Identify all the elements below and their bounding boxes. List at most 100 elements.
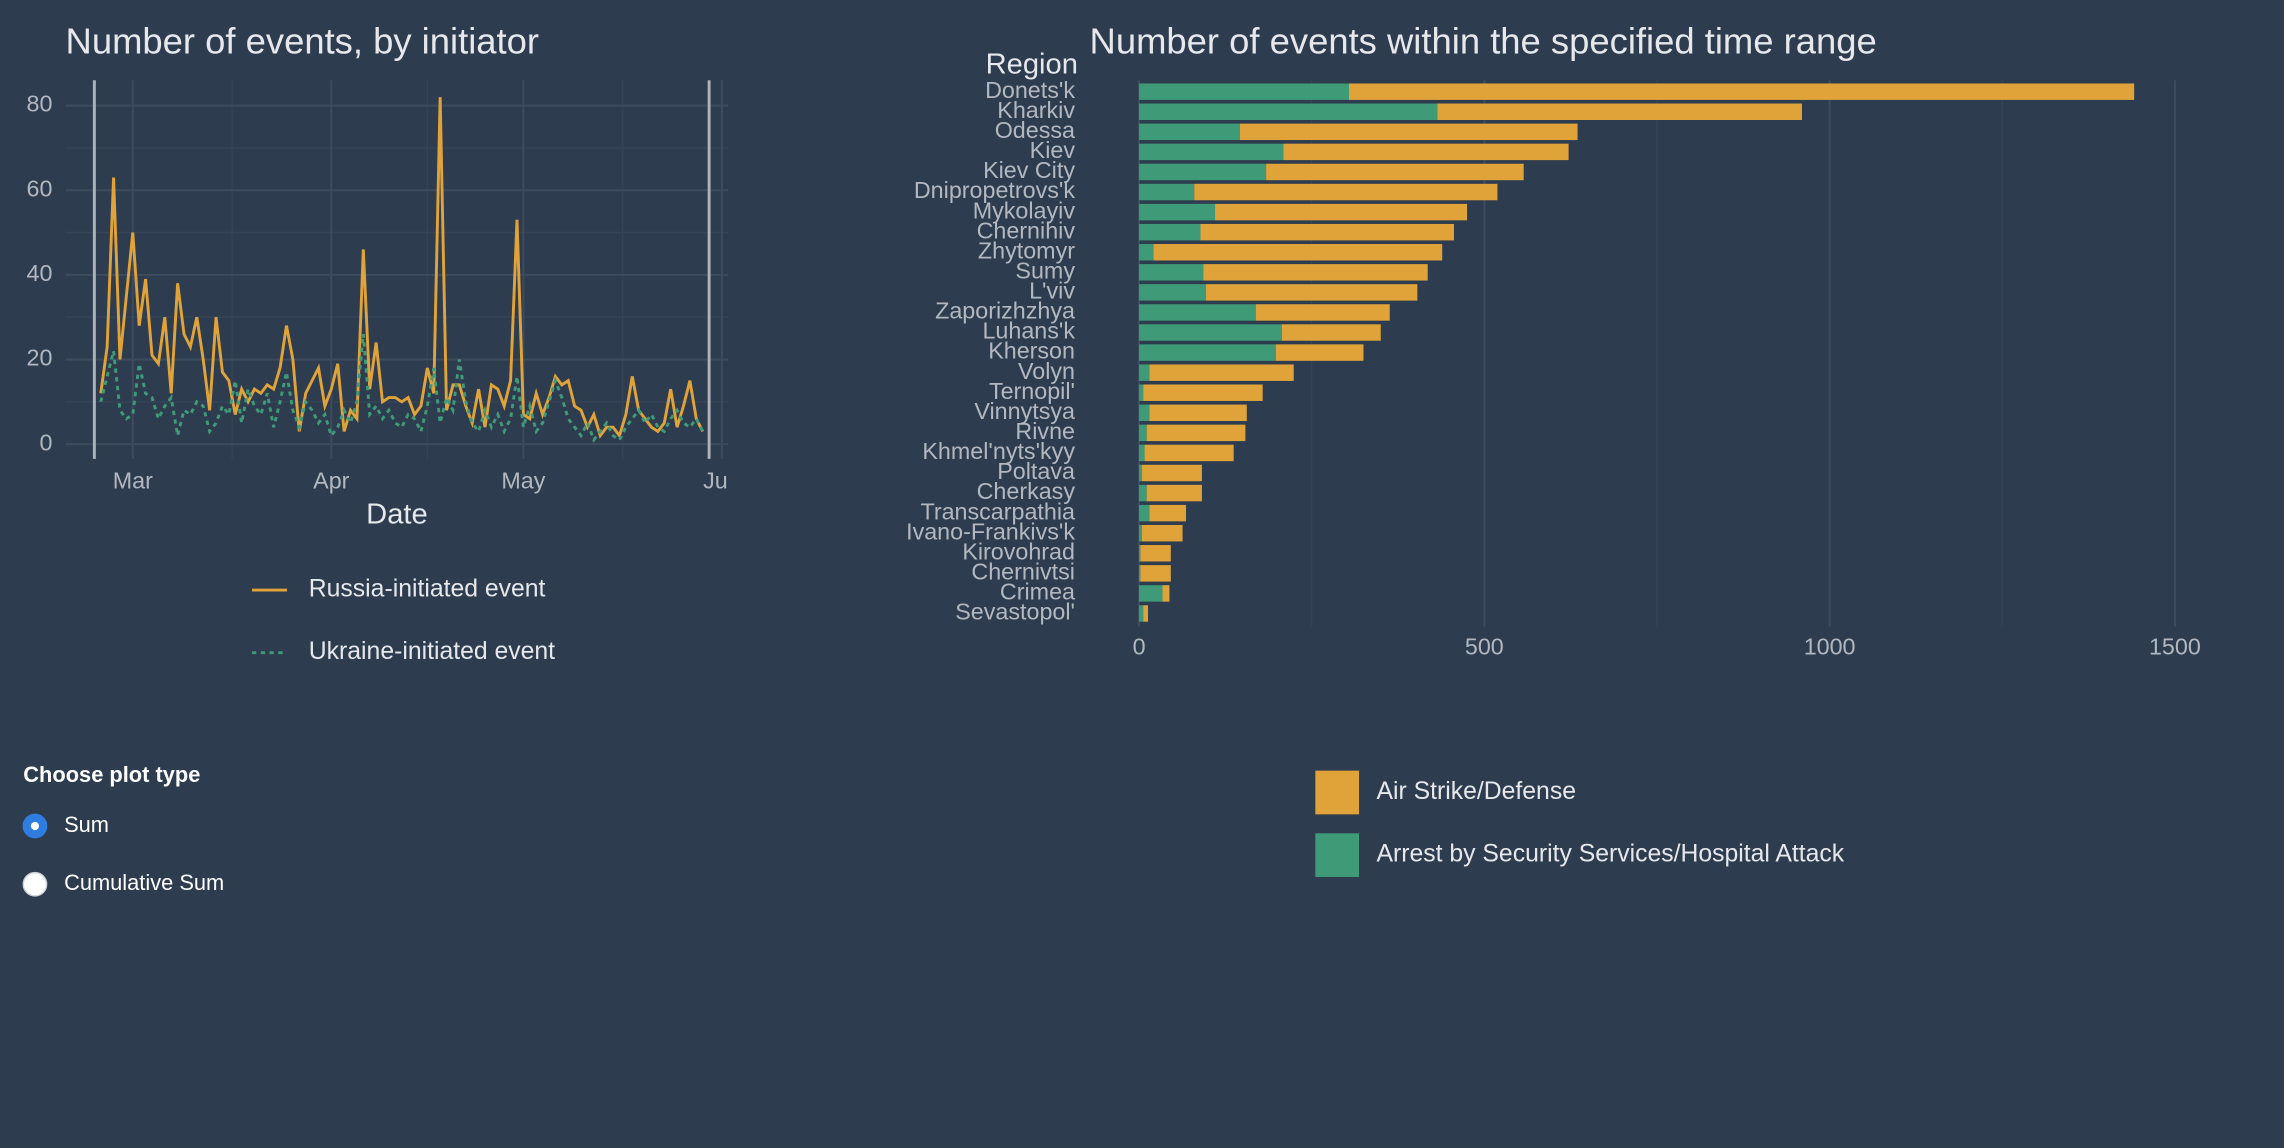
- bar: [1215, 203, 1468, 221]
- bar: [1141, 464, 1202, 482]
- bar: [1139, 244, 1154, 261]
- x-axis-label: Date: [366, 498, 428, 530]
- bar: [1139, 83, 1349, 100]
- radio-button[interactable]: [22, 871, 48, 897]
- y-tick-label: Sevastopol': [955, 599, 1075, 625]
- y-tick-label: 20: [27, 345, 53, 371]
- bar: [1149, 364, 1294, 381]
- y-tick-label: Luhans'k: [982, 318, 1075, 344]
- series-line: [99, 97, 705, 439]
- bar-panel: Number of events within the specified ti…: [906, 20, 2201, 877]
- x-tick-label: 500: [1465, 633, 1504, 659]
- y-tick-label: Chernihiv: [977, 217, 1076, 243]
- radio-dot: [30, 821, 40, 831]
- bar: [1437, 103, 1802, 120]
- bar: [1143, 605, 1149, 622]
- chart-title: Number of events within the specified ti…: [1090, 20, 1877, 61]
- bar: [1139, 123, 1240, 141]
- bar: [1255, 304, 1390, 321]
- y-tick-label: Odessa: [995, 117, 1075, 143]
- y-tick-label: Poltava: [997, 458, 1075, 484]
- bar: [1139, 284, 1207, 301]
- bar: [1139, 304, 1256, 321]
- bar: [1141, 524, 1183, 542]
- bar: [1139, 344, 1276, 361]
- legend-label: Arrest by Security Services/Hospital Att…: [1377, 841, 1845, 868]
- bar: [1139, 203, 1216, 221]
- y-tick-label: Chernivtsi: [971, 559, 1075, 585]
- radio-label[interactable]: Sum: [64, 812, 109, 837]
- bar: [1139, 585, 1163, 602]
- y-tick-label: Zaporizhzhya: [935, 298, 1075, 324]
- bar: [1143, 384, 1263, 401]
- y-tick-label: Zhytomyr: [978, 237, 1075, 263]
- bar: [1194, 183, 1498, 201]
- bar: [1139, 504, 1150, 522]
- line-panel: Number of events, by initiator 0 20 40 60 80 M…: [27, 20, 741, 665]
- chart-title: Number of events, by initiator: [66, 20, 540, 61]
- bar: [1139, 324, 1283, 341]
- bar: [1139, 143, 1284, 161]
- x-tick-label: May: [501, 467, 545, 493]
- bar: [1139, 183, 1195, 201]
- bar: [1139, 223, 1201, 241]
- y-tick-label: Vinnytsya: [974, 398, 1075, 424]
- y-tick-label: Kiev: [1030, 137, 1076, 163]
- bar: [1206, 284, 1418, 301]
- y-tick-label: 0: [39, 429, 52, 455]
- bar: [1140, 565, 1171, 582]
- y-tick-label: Kiev City: [983, 157, 1075, 183]
- x-tick-label: Jun: [703, 467, 741, 493]
- bar: [1203, 264, 1428, 281]
- y-tick-label: Khmel'nyts'kyy: [922, 438, 1075, 464]
- y-tick-label: 40: [27, 260, 53, 286]
- bar: [1139, 424, 1147, 442]
- bar: [1146, 424, 1246, 442]
- bar: [1275, 344, 1364, 361]
- bar: [1139, 484, 1147, 502]
- control-label: Choose plot type: [23, 762, 200, 787]
- legend-swatch: [1315, 833, 1360, 877]
- x-tick-label: Apr: [313, 467, 349, 493]
- y-tick-label: Crimea: [1000, 579, 1075, 605]
- y-tick-label: 60: [27, 175, 53, 201]
- y-tick-label: Transcarpathia: [920, 498, 1075, 524]
- y-tick-label: Kherson: [988, 338, 1075, 364]
- bar: [1139, 545, 1141, 562]
- bar: [1139, 163, 1267, 181]
- bar: [1144, 444, 1234, 462]
- bar: [1149, 404, 1247, 422]
- y-axis-label: Region: [986, 48, 1078, 80]
- y-tick-label: Donets'k: [985, 77, 1075, 103]
- bar: [1139, 605, 1144, 622]
- x-tick-label: Mar: [113, 467, 153, 493]
- legend-label: Air Strike/Defense: [1377, 778, 1576, 805]
- y-tick-label: L'viv: [1029, 278, 1075, 304]
- legend-label: Ukraine-initiated event: [309, 638, 555, 665]
- y-tick-label: Kirovohrad: [962, 538, 1075, 564]
- x-tick-label: 1500: [2149, 633, 2201, 659]
- y-tick-label: Ternopil': [989, 378, 1075, 404]
- y-tick-label: Cherkasy: [977, 478, 1076, 504]
- bar: [1149, 504, 1187, 522]
- bar: [1139, 404, 1150, 422]
- bar: [1139, 524, 1142, 542]
- y-tick-label: 80: [27, 91, 53, 117]
- bar: [1153, 244, 1443, 261]
- bar: [1139, 364, 1150, 381]
- x-tick-label: 1000: [1804, 633, 1856, 659]
- bar: [1139, 264, 1204, 281]
- radio-label[interactable]: Cumulative Sum: [64, 870, 224, 895]
- bar: [1139, 464, 1142, 482]
- controls: Choose plot type Sum Cumulative Sum: [22, 762, 224, 897]
- bar: [1200, 223, 1454, 241]
- y-tick-label: Kharkiv: [997, 97, 1075, 123]
- bar: [1348, 83, 2135, 100]
- bar: [1139, 565, 1141, 582]
- y-tick-label: Rivne: [1015, 418, 1075, 444]
- legend-label: Russia-initiated event: [309, 576, 546, 603]
- legend-swatch: [1315, 770, 1360, 815]
- x-tick-label: 0: [1133, 633, 1146, 659]
